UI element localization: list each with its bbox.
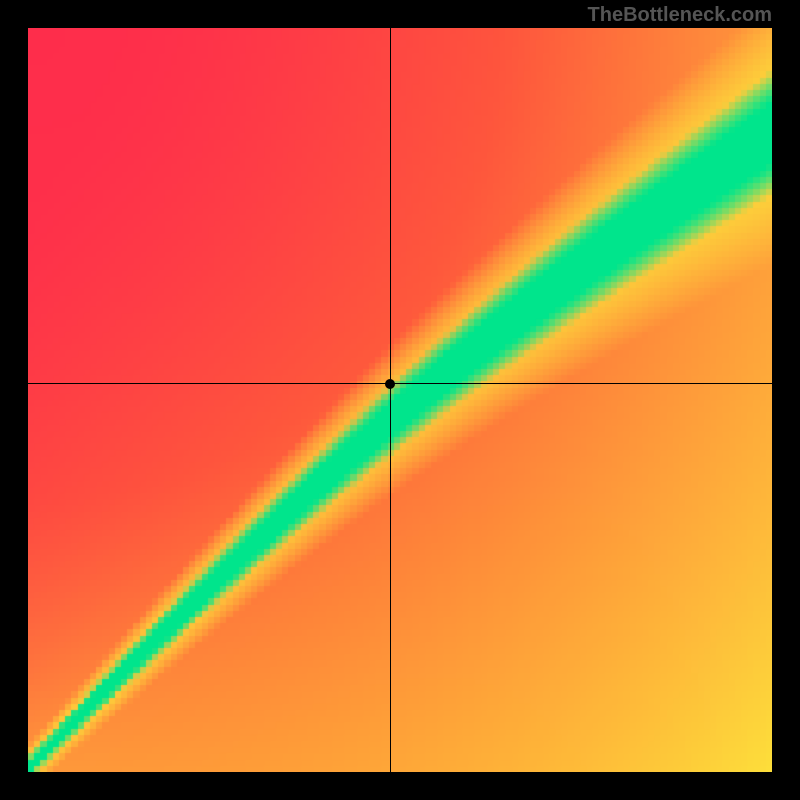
crosshair-horizontal xyxy=(28,383,772,384)
watermark-text: TheBottleneck.com xyxy=(588,4,772,27)
chart-container: { "watermark": { "text": "TheBottleneck.… xyxy=(0,0,800,800)
bottleneck-heatmap xyxy=(28,28,772,772)
crosshair-vertical xyxy=(390,28,391,772)
marker-dot xyxy=(385,379,395,389)
